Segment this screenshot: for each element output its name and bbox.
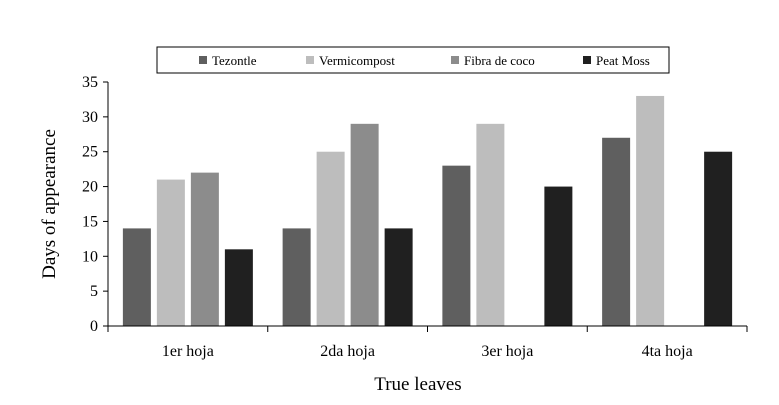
bar-vermicompost-3 <box>476 123 505 326</box>
bar-tezontle-2 <box>282 228 311 326</box>
legend-label: Tezontle <box>212 53 257 68</box>
x-tick-label: 2da hoja <box>320 343 375 360</box>
x-ticks: 1er hoja 2da hoja 3er hoja 4ta hoja <box>107 326 748 360</box>
bar-vermicompost-2 <box>316 151 345 326</box>
legend-swatch <box>451 56 459 64</box>
bar-peat-moss-1 <box>224 249 253 326</box>
legend-label: Fibra de coco <box>464 53 535 68</box>
y-axis-title: Days of appearance <box>39 129 60 279</box>
x-tick-label: 1er hoja <box>162 343 214 360</box>
legend-swatch <box>583 56 591 64</box>
x-axis-title: True leaves <box>374 374 461 395</box>
bar-vermicompost-4 <box>636 95 665 326</box>
bar-tezontle-4 <box>602 137 631 326</box>
bar-fibra-de-coco-2 <box>350 123 379 326</box>
y-tick-label: 25 <box>82 144 98 161</box>
bar-peat-moss-3 <box>544 186 573 326</box>
legend: Tezontle Vermicompost Fibra de coco Peat Mo… <box>156 46 670 74</box>
x-tick-label: 3er hoja <box>481 343 533 360</box>
y-tick-label: 30 <box>82 109 98 126</box>
bar-peat-moss-2 <box>384 228 413 326</box>
bar-vermicompost-1 <box>156 179 185 326</box>
y-tick-label: 35 <box>82 74 98 91</box>
y-tick-label: 5 <box>90 283 98 300</box>
bar-tezontle-1 <box>122 228 151 326</box>
x-tick-label: 4ta hoja <box>642 343 693 360</box>
bar-fibra-de-coco-1 <box>190 172 219 326</box>
legend-label: Vermicompost <box>319 53 395 68</box>
y-tick-label: 10 <box>82 248 98 265</box>
legend-label: Peat Moss <box>596 53 650 68</box>
legend-swatch <box>306 56 314 64</box>
y-tick-label: 15 <box>82 213 98 230</box>
bar-peat-moss-4 <box>704 151 733 326</box>
y-tick-label: 20 <box>82 179 98 196</box>
legend-swatch <box>199 56 207 64</box>
bars <box>122 95 733 326</box>
y-tick-label: 0 <box>90 318 98 335</box>
y-ticks: 0 5 10 15 20 25 30 35 <box>82 74 108 335</box>
bar-tezontle-3 <box>442 165 471 326</box>
